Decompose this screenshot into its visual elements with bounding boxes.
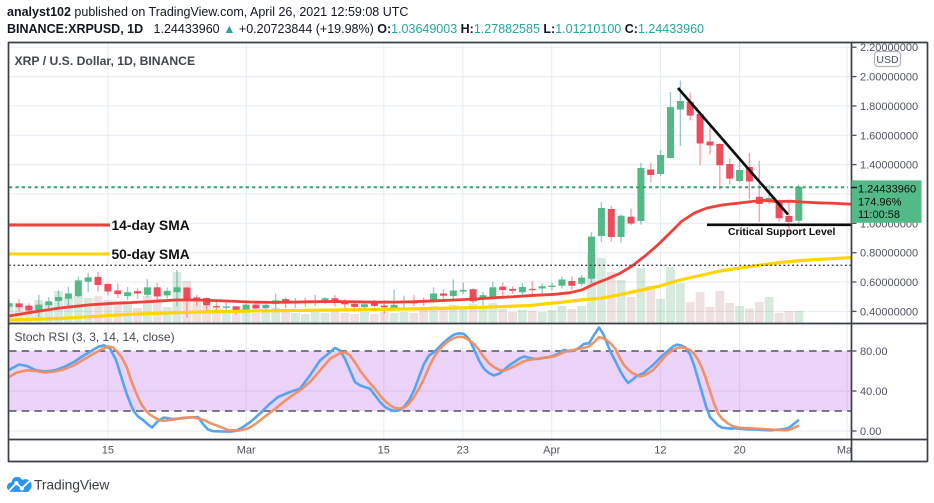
svg-text:20: 20 [733, 445, 745, 457]
svg-text:1.24433960: 1.24433960 [858, 184, 916, 196]
svg-text:Stoch RSI (3, 3, 14, 14, close: Stoch RSI (3, 3, 14, 14, close) [15, 330, 175, 344]
svg-text:1.80000000: 1.80000000 [860, 101, 918, 113]
svg-text:0.40000000: 0.40000000 [860, 306, 918, 318]
svg-text:XRP / U.S. Dollar, 1D, BINANCE: XRP / U.S. Dollar, 1D, BINANCE [15, 54, 196, 68]
svg-text:14-day SMA: 14-day SMA [112, 218, 190, 233]
svg-text:2.20000000: 2.20000000 [860, 42, 918, 54]
svg-text:23: 23 [457, 445, 469, 457]
svg-text:1.60000000: 1.60000000 [860, 130, 918, 142]
svg-text:0.80000000: 0.80000000 [860, 248, 918, 260]
svg-text:1.40000000: 1.40000000 [860, 160, 918, 172]
svg-text:0.00: 0.00 [860, 426, 881, 438]
svg-text:15: 15 [102, 445, 114, 457]
svg-text:80.00: 80.00 [860, 346, 888, 358]
svg-text:50-day SMA: 50-day SMA [112, 247, 190, 262]
svg-text:Mar: Mar [237, 445, 256, 457]
svg-text:Critical Support Level: Critical Support Level [728, 227, 836, 238]
svg-text:11:00:58: 11:00:58 [858, 209, 900, 221]
svg-text:Ma: Ma [837, 445, 853, 457]
svg-text:Apr: Apr [543, 445, 560, 457]
svg-text:2.00000000: 2.00000000 [860, 72, 918, 84]
svg-text:0.60000000: 0.60000000 [860, 277, 918, 289]
svg-text:12: 12 [654, 445, 666, 457]
svg-text:USD: USD [876, 54, 899, 66]
svg-text:174.96%: 174.96% [858, 197, 902, 209]
svg-text:15: 15 [378, 445, 390, 457]
svg-text:40.00: 40.00 [860, 386, 888, 398]
svg-text:TradingView: TradingView [34, 477, 110, 493]
